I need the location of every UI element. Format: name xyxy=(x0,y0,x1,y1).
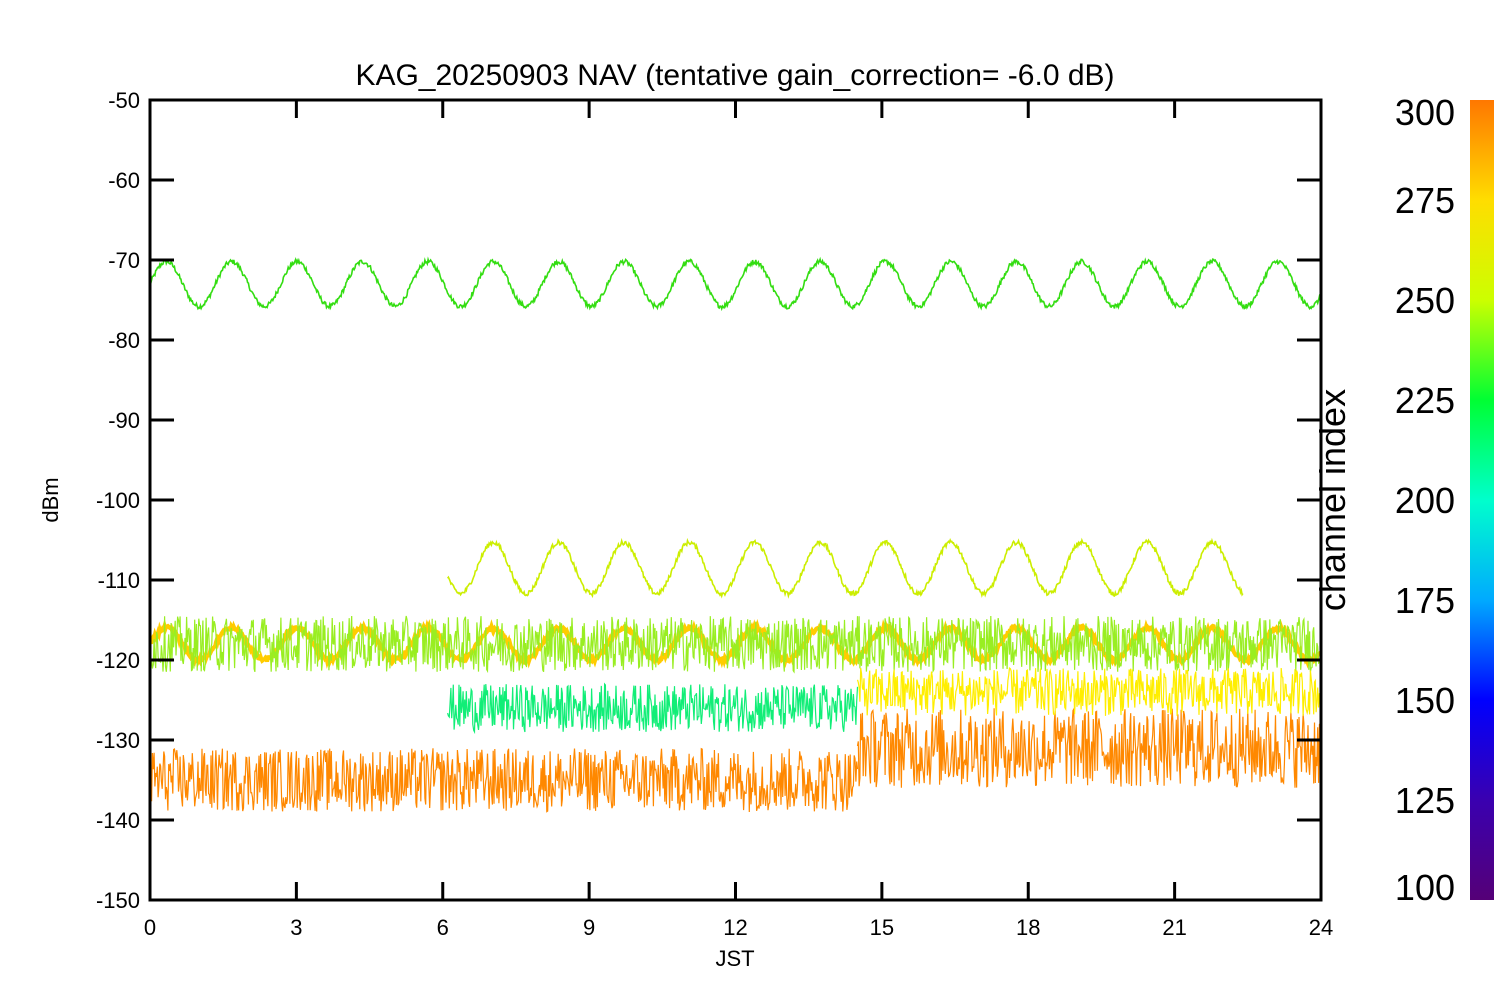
x-tick-label: 24 xyxy=(1309,915,1333,940)
y-tick-label: -130 xyxy=(96,728,140,753)
colorbar-tick-label: 300 xyxy=(1395,92,1455,133)
series-line xyxy=(150,256,1321,312)
colorbar-tick-label: 225 xyxy=(1395,380,1455,421)
colorbar xyxy=(1470,100,1494,900)
series-line xyxy=(150,747,859,813)
x-tick-label: 6 xyxy=(437,915,449,940)
series-layer xyxy=(150,256,1321,813)
y-tick-label: -50 xyxy=(108,88,140,113)
x-tick-label: 9 xyxy=(583,915,595,940)
x-tick-label: 0 xyxy=(144,915,156,940)
x-tick-label: 18 xyxy=(1016,915,1040,940)
series-line xyxy=(150,615,1321,674)
series-line xyxy=(856,667,1321,716)
y-tick-label: -80 xyxy=(108,328,140,353)
y-tick-label: -110 xyxy=(98,568,140,593)
x-tick-label: 15 xyxy=(870,915,894,940)
colorbar-tick-label: 125 xyxy=(1395,780,1455,821)
y-tick-label: -150 xyxy=(96,888,140,913)
colorbar-tick-label: 175 xyxy=(1395,580,1455,621)
y-tick-label: -90 xyxy=(108,408,140,433)
colorbar-ticks: 100 125 150 175 200 225 250 275 300 xyxy=(1395,92,1455,908)
colorbar-tick-label: 100 xyxy=(1395,867,1455,908)
y-tick-label: -70 xyxy=(108,248,140,273)
colorbar-tick-label: 150 xyxy=(1395,680,1455,721)
colorbar-tick-label: 250 xyxy=(1395,280,1455,321)
ticks-layer: 0 3 6 9 12 15 18 21 24 -50 -60 -70 -80 -90 -100 -110 -12… xyxy=(96,88,1333,940)
x-tick-label: 21 xyxy=(1162,915,1186,940)
colorbar-tick-label: 200 xyxy=(1395,480,1455,521)
colorbar-label: channel index xyxy=(1312,389,1353,611)
series-line xyxy=(856,706,1321,788)
x-tick-label: 3 xyxy=(290,915,302,940)
series-line xyxy=(447,682,859,735)
y-tick-label: -120 xyxy=(96,648,140,673)
series-line xyxy=(446,537,1244,599)
x-tick-label: 12 xyxy=(723,915,747,940)
colorbar-tick-label: 275 xyxy=(1395,180,1455,221)
y-tick-label: -100 xyxy=(96,488,140,513)
y-tick-label: -140 xyxy=(96,808,140,833)
x-axis-label: JST xyxy=(715,946,754,971)
chart-title: KAG_20250903 NAV (tentative gain_correct… xyxy=(355,59,1114,92)
y-tick-label: -60 xyxy=(108,168,140,193)
y-axis-label: dBm xyxy=(38,477,63,522)
